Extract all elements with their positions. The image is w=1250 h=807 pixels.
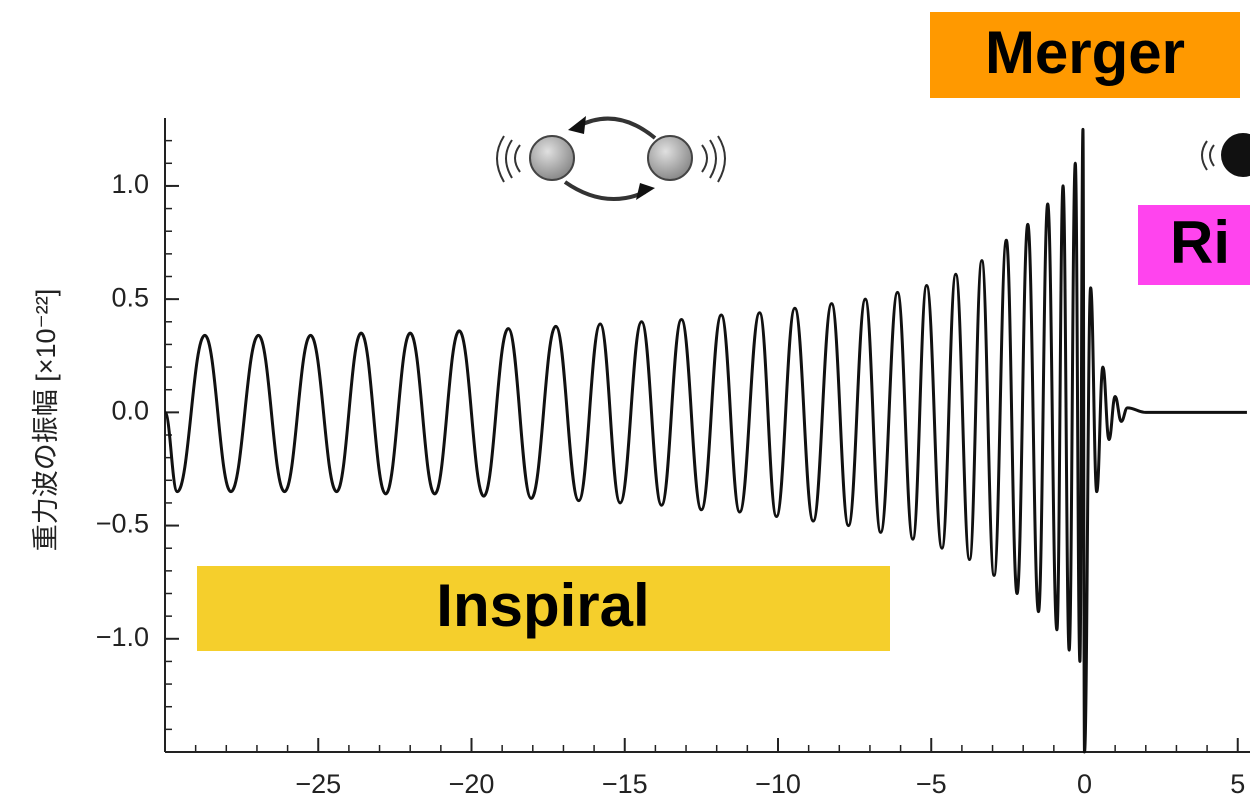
x-tick-label: −20 <box>449 769 495 799</box>
y-tick-label: −1.0 <box>96 622 149 652</box>
x-tick-label: 5 <box>1230 769 1245 799</box>
x-tick-label: −15 <box>602 769 648 799</box>
y-tick-label: 1.0 <box>111 169 149 199</box>
inspiral-label: Inspiral <box>436 572 649 639</box>
page: Merger Ri Inspiral 重力波の振幅 [×10⁻²²] −1.0 −… <box>0 0 1250 807</box>
y-axis-label: 重力波の振幅 [×10⁻²²] <box>31 289 61 552</box>
waveform <box>165 129 1247 752</box>
x-tick-label: −5 <box>916 769 947 799</box>
y-tick-label: 0.0 <box>111 395 149 425</box>
y-tick-label: −0.5 <box>96 509 149 539</box>
ringdown-label: Ri <box>1170 209 1230 276</box>
y-tick-label: 0.5 <box>111 282 149 312</box>
x-tick-label: −10 <box>755 769 801 799</box>
chart: Merger Ri Inspiral 重力波の振幅 [×10⁻²²] −1.0 −… <box>0 0 1250 807</box>
x-tick-label: 0 <box>1077 769 1092 799</box>
binary-icon <box>497 116 1250 200</box>
merger-label: Merger <box>985 19 1185 86</box>
x-tick-label: −25 <box>295 769 341 799</box>
